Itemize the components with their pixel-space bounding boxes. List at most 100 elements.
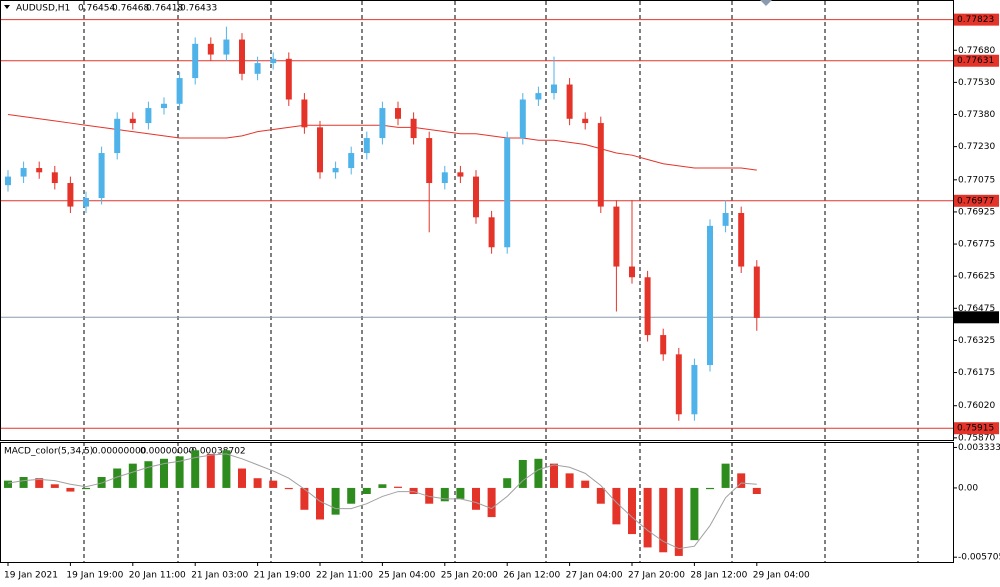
macd-bar — [581, 480, 590, 488]
macd-bar — [222, 450, 231, 488]
candle-body — [660, 335, 667, 355]
y-tick-label: 0.77380 — [958, 110, 995, 120]
candle-body — [223, 39, 230, 55]
candle-body — [36, 168, 43, 173]
candle-body — [410, 118, 417, 139]
macd-bar — [628, 487, 636, 535]
macd-bar — [690, 487, 699, 541]
candle-body — [441, 172, 448, 184]
macd-bar — [612, 487, 621, 525]
macd-bar — [269, 480, 278, 488]
candle-body — [317, 127, 323, 173]
x-tick-label: 27 Jan 04:00 — [566, 571, 623, 581]
x-tick-label: 29 Jan 04:00 — [753, 571, 810, 581]
candle-body — [176, 78, 183, 104]
candle-body — [145, 108, 152, 124]
macd-y-tick-label: -0.005705 — [958, 553, 1000, 563]
candle-body — [597, 123, 604, 207]
macd-bar — [284, 487, 293, 490]
macd-bar — [503, 478, 512, 488]
macd-bar — [487, 487, 496, 518]
macd-bar — [440, 487, 449, 502]
macd-value: -0.00038702 — [188, 447, 246, 457]
candle-body — [67, 183, 74, 207]
x-tick-label: 26 Jan 12:00 — [503, 571, 560, 581]
y-tick-label: 0.76475 — [958, 304, 995, 314]
macd-bar — [752, 487, 761, 494]
candle-body — [629, 266, 635, 278]
candle-body — [613, 206, 620, 267]
candle-body — [707, 225, 713, 366]
level-label: 0.75915 — [957, 424, 994, 434]
macd-bar — [721, 463, 730, 488]
level-label-box — [954, 54, 999, 67]
candle-body — [270, 58, 277, 64]
candle-body — [457, 172, 464, 177]
candle-body — [473, 176, 479, 218]
macd-bar — [565, 473, 574, 488]
dropdown-icon[interactable] — [4, 5, 10, 9]
y-tick-label: 0.76325 — [958, 336, 995, 346]
macd-bar — [362, 487, 371, 494]
candle-body — [114, 118, 121, 154]
macd-bar — [97, 477, 106, 488]
candle-body — [566, 84, 573, 119]
candle-body — [675, 354, 682, 415]
x-tick-label: 19 Jan 2021 — [4, 571, 58, 581]
macd-y-tick-label: 0.00 — [958, 483, 978, 493]
y-tick-label: 0.77530 — [958, 78, 995, 88]
candle-body — [551, 84, 557, 94]
candle-body — [426, 138, 433, 184]
level-label: 0.77631 — [957, 56, 994, 66]
scroll-marker[interactable] — [760, 0, 772, 6]
macd-bar — [66, 487, 75, 492]
macd-bar — [425, 487, 434, 504]
candle-body — [519, 99, 526, 139]
macd-y-tick-label: 0.0033334 — [958, 443, 1000, 453]
macd-bar — [456, 487, 465, 499]
y-tick-label: 0.76925 — [958, 207, 995, 217]
macd-bar — [19, 477, 28, 488]
y-tick-label: 0.77680 — [958, 46, 995, 56]
candle-body — [5, 176, 11, 186]
macd-signal — [7, 453, 757, 550]
macd-bar — [316, 487, 324, 520]
x-tick-label: 28 Jan 12:00 — [690, 571, 747, 581]
ohlc-close: 0.76433 — [180, 4, 217, 14]
candle-body — [239, 39, 245, 74]
candle-body — [691, 365, 698, 415]
candle-body — [738, 213, 745, 267]
macd-bar — [4, 480, 12, 488]
level-label: 0.77823 — [957, 15, 994, 25]
y-tick-label: 0.77075 — [958, 175, 995, 185]
macd-panel — [0, 442, 954, 563]
x-tick-label: 21 Jan 03:00 — [191, 571, 248, 581]
candle-body — [722, 213, 729, 226]
macd-bar — [331, 487, 340, 515]
y-tick-label: 0.77230 — [958, 142, 995, 152]
macd-value: 0.00000000 — [92, 447, 147, 457]
macd-bar — [737, 473, 746, 488]
candle-body — [207, 43, 214, 55]
candle-body — [161, 103, 167, 109]
current-price-label: 0.76433 — [957, 313, 994, 323]
candle-body — [285, 58, 292, 100]
candle-body — [83, 198, 89, 207]
candle-body — [98, 153, 105, 199]
x-tick-label: 22 Jan 11:00 — [316, 571, 373, 581]
ohlc-high: 0.76468 — [112, 4, 149, 14]
macd-bar — [596, 487, 605, 504]
candle-body — [129, 118, 136, 124]
macd-bar — [35, 478, 44, 488]
macd-bar — [50, 484, 59, 488]
macd-bar — [206, 453, 215, 488]
candle-body — [535, 93, 542, 100]
macd-bar — [160, 458, 168, 488]
level-label: 0.76977 — [957, 196, 994, 206]
macd-bar — [378, 484, 387, 488]
x-tick-label: 21 Jan 19:00 — [254, 571, 311, 581]
candle-body — [20, 168, 27, 177]
x-tick-label: 27 Jan 20:00 — [628, 571, 685, 581]
candle-body — [301, 99, 308, 128]
